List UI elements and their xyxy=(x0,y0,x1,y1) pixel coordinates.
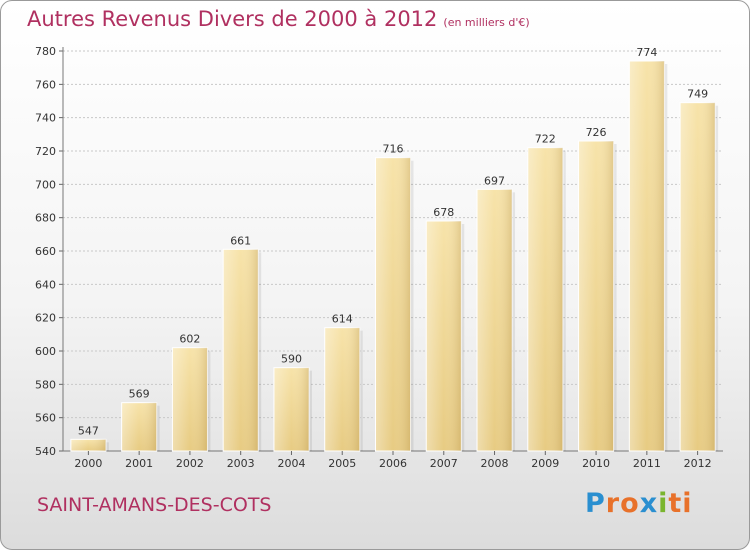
bar-value-label: 661 xyxy=(230,234,251,247)
chart-title-row: Autres Revenus Divers de 2000 à 2012 (en … xyxy=(27,7,530,31)
y-tick-label: 580 xyxy=(35,378,56,391)
bar-highlight xyxy=(223,249,259,451)
x-tick-label: 2007 xyxy=(430,457,458,470)
logo-letter: t xyxy=(668,488,683,519)
logo-letter: i xyxy=(658,488,669,519)
bar-highlight xyxy=(629,61,665,451)
x-tick-label: 2005 xyxy=(328,457,356,470)
logo-letter: r xyxy=(605,488,621,519)
y-tick-label: 680 xyxy=(35,212,56,225)
bar-value-label: 697 xyxy=(484,174,505,187)
y-tick-label: 700 xyxy=(35,178,56,191)
y-tick-label: 640 xyxy=(35,278,56,291)
x-tick-label: 2001 xyxy=(125,457,153,470)
x-tick-label: 2006 xyxy=(379,457,407,470)
bar-highlight xyxy=(578,141,614,451)
y-tick-label: 740 xyxy=(35,112,56,125)
x-tick-label: 2012 xyxy=(684,457,712,470)
y-tick-label: 760 xyxy=(35,78,56,91)
bar-value-label: 774 xyxy=(636,46,657,59)
bar-highlight xyxy=(273,367,309,451)
y-tick-label: 540 xyxy=(35,445,56,458)
city-name: SAINT-AMANS-DES-COTS xyxy=(37,494,272,516)
x-tick-label: 2009 xyxy=(531,457,559,470)
x-tick-label: 2000 xyxy=(74,457,102,470)
bar-highlight xyxy=(527,147,563,451)
x-tick-label: 2004 xyxy=(277,457,305,470)
bar-value-label: 547 xyxy=(78,424,99,437)
x-tick-label: 2010 xyxy=(582,457,610,470)
bar-highlight xyxy=(324,327,360,451)
y-tick-label: 660 xyxy=(35,245,56,258)
y-tick-label: 620 xyxy=(35,312,56,325)
logo-letter: P xyxy=(585,488,606,519)
x-tick-label: 2011 xyxy=(633,457,661,470)
bar-value-label: 726 xyxy=(586,126,607,139)
bar-highlight xyxy=(121,402,157,451)
bar-value-label: 722 xyxy=(535,133,556,146)
logo-letter: o xyxy=(620,488,640,519)
chart-title: Autres Revenus Divers de 2000 à 2012 xyxy=(27,7,438,31)
bar-highlight xyxy=(680,102,716,452)
bar-value-label: 602 xyxy=(179,333,200,346)
y-tick-label: 720 xyxy=(35,145,56,158)
bar-highlight xyxy=(426,221,462,451)
logo-letter: x xyxy=(639,488,659,519)
x-tick-label: 2002 xyxy=(176,457,204,470)
bar-value-label: 678 xyxy=(433,206,454,219)
bar-highlight xyxy=(477,189,513,452)
y-tick-label: 600 xyxy=(35,345,56,358)
y-tick-label: 560 xyxy=(35,412,56,425)
bar-value-label: 749 xyxy=(687,88,708,101)
bar-highlight xyxy=(172,347,208,451)
bar-value-label: 590 xyxy=(281,353,302,366)
bar-value-label: 716 xyxy=(383,143,404,156)
bar-highlight xyxy=(70,439,106,451)
y-tick-label: 780 xyxy=(35,45,56,58)
logo-letter: i xyxy=(682,488,693,519)
chart-subtitle: (en milliers d'€) xyxy=(443,16,530,29)
x-tick-label: 2008 xyxy=(481,457,509,470)
x-tick-label: 2003 xyxy=(227,457,255,470)
bar-value-label: 569 xyxy=(129,388,150,401)
proxiti-logo: Proxiti xyxy=(585,488,693,519)
bar-highlight xyxy=(375,157,411,451)
bar-value-label: 614 xyxy=(332,313,353,326)
